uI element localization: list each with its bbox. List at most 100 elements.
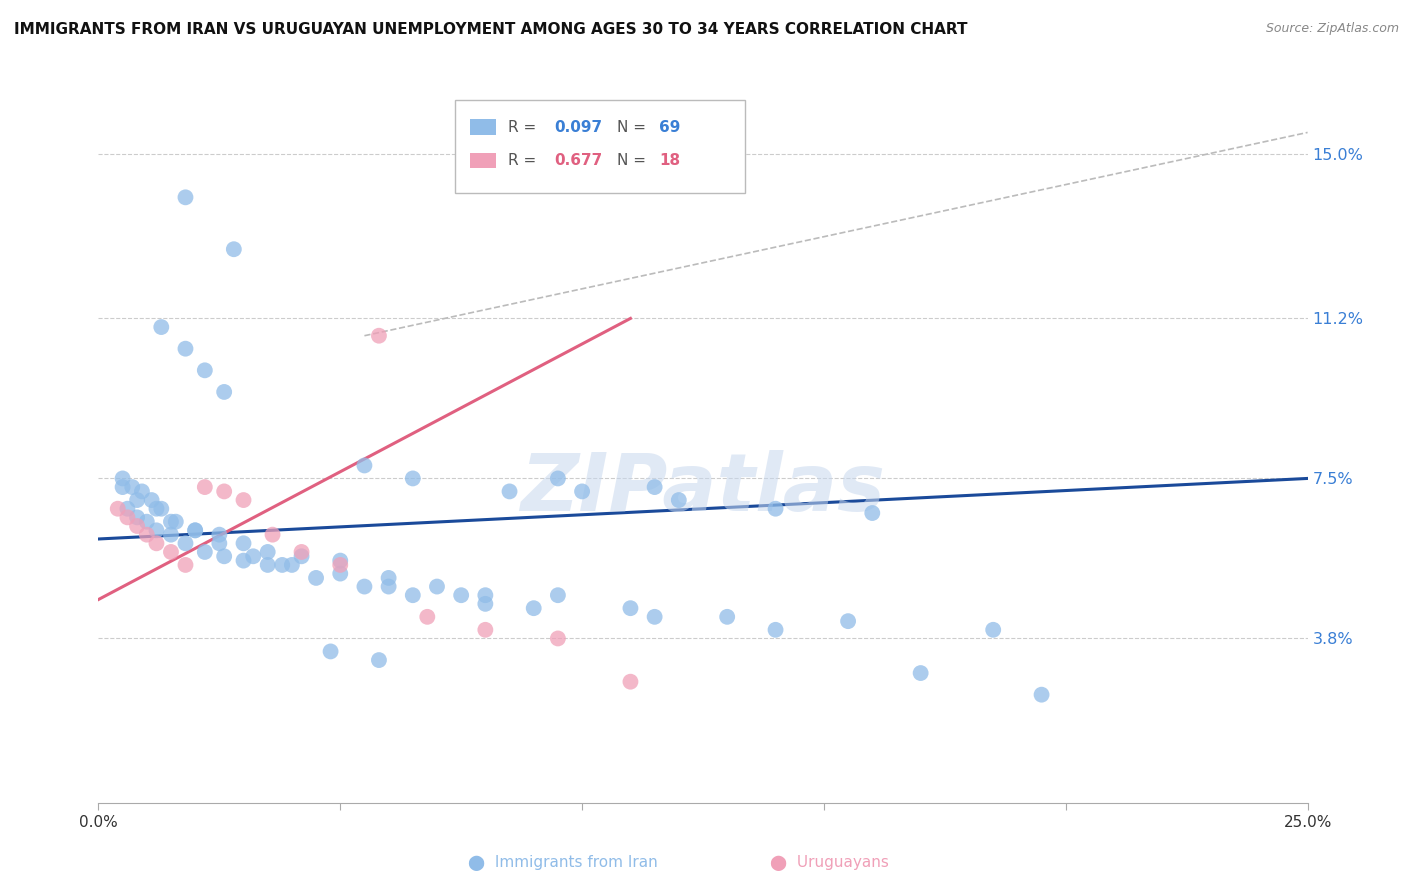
Point bbox=[160, 515, 183, 529]
Point bbox=[141, 493, 163, 508]
Point bbox=[135, 527, 157, 541]
Point bbox=[271, 558, 294, 572]
Point bbox=[474, 597, 496, 611]
Point bbox=[262, 527, 284, 541]
Point bbox=[474, 623, 496, 637]
Point bbox=[194, 545, 217, 559]
Point bbox=[121, 480, 143, 494]
Point bbox=[150, 501, 173, 516]
Point bbox=[319, 644, 342, 658]
Point bbox=[981, 623, 1004, 637]
Point bbox=[910, 666, 932, 681]
Text: ⬤  Uruguayans: ⬤ Uruguayans bbox=[770, 855, 889, 871]
Point bbox=[174, 190, 197, 204]
Point bbox=[377, 580, 399, 594]
Point bbox=[368, 653, 391, 667]
Text: IMMIGRANTS FROM IRAN VS URUGUAYAN UNEMPLOYMENT AMONG AGES 30 TO 34 YEARS CORRELA: IMMIGRANTS FROM IRAN VS URUGUAYAN UNEMPL… bbox=[14, 22, 967, 37]
Point bbox=[131, 484, 153, 499]
Text: R =: R = bbox=[509, 120, 541, 135]
Point bbox=[329, 553, 352, 567]
Point bbox=[208, 527, 231, 541]
Text: 0.097: 0.097 bbox=[554, 120, 602, 135]
Point bbox=[174, 342, 197, 356]
Point bbox=[290, 545, 312, 559]
Text: 69: 69 bbox=[659, 120, 681, 135]
Point bbox=[208, 536, 231, 550]
Point bbox=[212, 384, 235, 399]
Point bbox=[474, 588, 496, 602]
Point bbox=[426, 580, 449, 594]
Text: N =: N = bbox=[617, 120, 651, 135]
Text: 18: 18 bbox=[659, 153, 681, 168]
Point bbox=[402, 588, 425, 602]
Bar bbox=[470, 153, 496, 169]
Point bbox=[329, 558, 352, 572]
FancyBboxPatch shape bbox=[456, 100, 745, 193]
Point bbox=[184, 524, 207, 538]
Point bbox=[111, 480, 134, 494]
Point bbox=[305, 571, 328, 585]
Point bbox=[547, 471, 569, 485]
Point bbox=[127, 493, 149, 508]
Point bbox=[644, 610, 666, 624]
Point bbox=[222, 242, 245, 256]
Point bbox=[232, 536, 254, 550]
Point bbox=[523, 601, 546, 615]
Point bbox=[107, 501, 129, 516]
Point bbox=[281, 558, 304, 572]
Point bbox=[547, 632, 569, 646]
Text: R =: R = bbox=[509, 153, 541, 168]
Point bbox=[242, 549, 264, 564]
Point bbox=[644, 480, 666, 494]
Point bbox=[329, 566, 352, 581]
Point bbox=[232, 493, 254, 508]
Point bbox=[145, 501, 167, 516]
Point bbox=[256, 558, 278, 572]
Point bbox=[547, 588, 569, 602]
Point bbox=[150, 320, 173, 334]
Point bbox=[194, 363, 217, 377]
Point bbox=[184, 524, 207, 538]
Point bbox=[377, 571, 399, 585]
Point bbox=[212, 549, 235, 564]
Text: 0.677: 0.677 bbox=[554, 153, 603, 168]
Point bbox=[111, 471, 134, 485]
Point bbox=[127, 519, 149, 533]
Point bbox=[368, 328, 391, 343]
Point bbox=[860, 506, 883, 520]
Point bbox=[256, 545, 278, 559]
Bar bbox=[470, 120, 496, 135]
Point bbox=[165, 515, 187, 529]
Point bbox=[160, 527, 183, 541]
Point bbox=[837, 614, 859, 628]
Point bbox=[212, 484, 235, 499]
Point bbox=[765, 501, 787, 516]
Text: Source: ZipAtlas.com: Source: ZipAtlas.com bbox=[1265, 22, 1399, 36]
Point bbox=[145, 524, 167, 538]
Point bbox=[716, 610, 738, 624]
Text: ZIPatlas: ZIPatlas bbox=[520, 450, 886, 528]
Point bbox=[353, 458, 375, 473]
Point bbox=[450, 588, 472, 602]
Point bbox=[571, 484, 593, 499]
Text: N =: N = bbox=[617, 153, 651, 168]
Point bbox=[117, 501, 139, 516]
Point bbox=[194, 480, 217, 494]
Text: ⬤  Immigrants from Iran: ⬤ Immigrants from Iran bbox=[468, 855, 657, 871]
Point bbox=[135, 515, 157, 529]
Point bbox=[353, 580, 375, 594]
Point bbox=[619, 674, 641, 689]
Point bbox=[765, 623, 787, 637]
Point bbox=[174, 558, 197, 572]
Point bbox=[160, 545, 183, 559]
Point bbox=[174, 536, 197, 550]
Point bbox=[145, 536, 167, 550]
Point bbox=[1031, 688, 1053, 702]
Point bbox=[668, 493, 690, 508]
Point bbox=[232, 553, 254, 567]
Point bbox=[619, 601, 641, 615]
Point bbox=[290, 549, 312, 564]
Point bbox=[498, 484, 520, 499]
Point bbox=[416, 610, 439, 624]
Point bbox=[117, 510, 139, 524]
